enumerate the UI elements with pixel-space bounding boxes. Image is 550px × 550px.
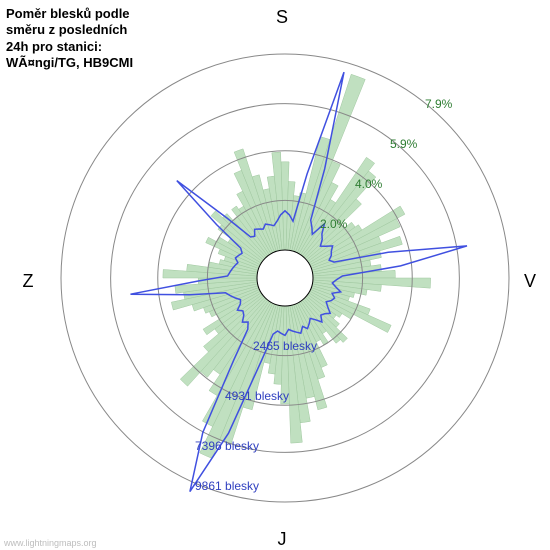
percent-label: 7.9% bbox=[425, 97, 453, 111]
polar-rose-chart: S J Z V 2.0% 4.0% 5.9% 7.9% 2465 blesky 4931 bles… bbox=[0, 0, 550, 550]
cardinal-J: J bbox=[278, 529, 287, 549]
chart-title: Poměr blesků podle směru z posledních 24… bbox=[6, 6, 146, 71]
footer-credit: www.lightningmaps.org bbox=[4, 538, 97, 548]
percent-label: 5.9% bbox=[390, 137, 418, 151]
grid-layer bbox=[61, 54, 509, 502]
percent-label: 4.0% bbox=[355, 177, 383, 191]
cardinal-S: S bbox=[276, 7, 288, 27]
percent-label: 2.0% bbox=[320, 217, 348, 231]
cardinal-V: V bbox=[524, 271, 536, 291]
count-label: 7396 blesky bbox=[195, 439, 259, 453]
count-label: 4931 blesky bbox=[225, 389, 289, 403]
count-label: 2465 blesky bbox=[253, 339, 317, 353]
cardinal-Z: Z bbox=[23, 271, 34, 291]
count-label: 9861 blesky bbox=[195, 479, 259, 493]
